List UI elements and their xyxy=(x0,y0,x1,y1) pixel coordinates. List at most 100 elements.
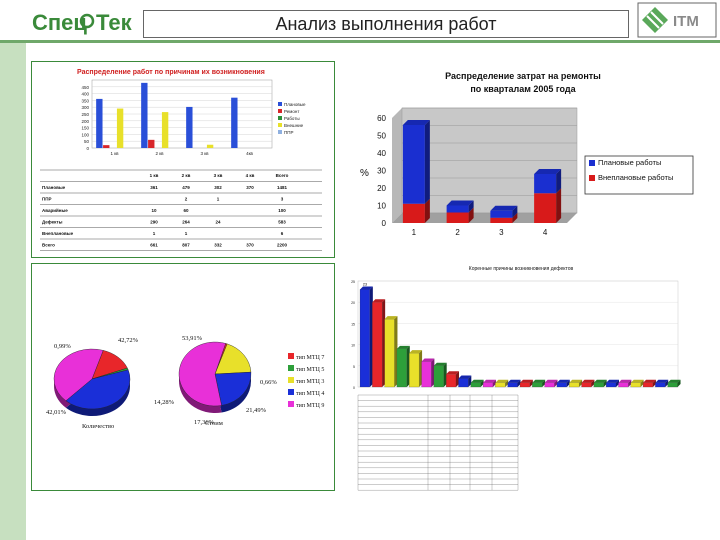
chart4-bar-front xyxy=(507,382,518,388)
chart1-legend-label: Ремонт xyxy=(284,109,299,114)
chart4-bar-side xyxy=(579,379,583,387)
itm-diamond-icon xyxy=(642,7,668,33)
chart2-y-tick-label: 50 xyxy=(377,132,386,141)
chart4-bar-front xyxy=(618,382,629,388)
chart2-floor xyxy=(392,213,577,223)
chart4-bar-front xyxy=(532,382,543,388)
chart2-legend-label: Плановые работы xyxy=(598,158,661,167)
chart4-bar-front xyxy=(606,382,617,388)
chart4-bar-top xyxy=(470,379,484,383)
chart4-bar-front xyxy=(433,365,444,388)
chart2-bar-side xyxy=(556,169,562,194)
chart2-bar-front xyxy=(446,212,469,223)
chart1-table-cell: 2200 xyxy=(277,243,288,248)
chart2-bar-side xyxy=(468,200,474,213)
chart3-legend-label: тип МТЦ 3 xyxy=(296,379,324,385)
chart1-table-cell: 100 xyxy=(278,208,286,213)
chart4-bar-side xyxy=(419,350,423,387)
chart1-y-tick-label: 0 xyxy=(86,146,89,151)
chart1-table-cell: 6 xyxy=(281,231,284,236)
chart1-table-cell: 332 xyxy=(214,243,222,248)
chart4-bar-side xyxy=(468,375,472,387)
pie-slice xyxy=(214,371,252,406)
chart1-legend-label: Плановые xyxy=(284,102,306,107)
chart1-y-tick-label: 50 xyxy=(84,139,90,144)
chart4-bar-top xyxy=(483,379,496,383)
chart4-bar-front xyxy=(642,382,654,388)
chart1-bar xyxy=(161,112,169,148)
chart1-y-tick-label: 150 xyxy=(81,126,89,131)
page-title: Анализ выполнения работ xyxy=(143,10,629,38)
chart3-pies: 14,28% 0,99% 42,01% 42,72% Количество 0,66% 17… xyxy=(46,335,277,430)
chart4-bar-side xyxy=(529,379,533,387)
chart4-bar-side xyxy=(443,362,447,387)
chart1-table-cell: 370 xyxy=(246,243,254,248)
chart4-bar-side xyxy=(480,379,484,387)
chart2-y-tick-label: 40 xyxy=(377,149,386,158)
chart1-legend-label: Работы xyxy=(284,116,300,121)
chart1-table-cell: 264 xyxy=(182,220,190,225)
chart3-legend-label: тип МТЦ 4 xyxy=(296,391,324,397)
left-decorative-strip xyxy=(0,40,26,540)
spectek-logo: Спец Тек xyxy=(30,4,140,38)
chart3-legend-swatch xyxy=(288,389,294,395)
chart3-legend: тип МТЦ 7 тип МТЦ 5 тип МТЦ 3 тип МТЦ 4 тип … xyxy=(288,353,324,409)
chart4-bar-top xyxy=(667,379,681,383)
chart1-table-header: 3 кв xyxy=(214,173,223,178)
chart4-bar-front xyxy=(359,289,370,388)
chart2-plot: 0 10 20 30 40 50 60 1 2 3 4 xyxy=(377,107,578,237)
chart4-bar-top xyxy=(384,316,398,320)
chart4-bar-front xyxy=(372,302,383,388)
chart1-bar xyxy=(231,97,238,148)
chart4-bar-side xyxy=(492,379,496,387)
chart4-bar-front xyxy=(667,382,678,388)
chart2-side-wall xyxy=(392,108,402,223)
chart1-legend-label: ППР xyxy=(284,130,293,135)
chart1-legend-swatch xyxy=(278,123,282,127)
pie-slice-label: 0,99% xyxy=(54,343,71,350)
chart1-table-cell: Дефекты xyxy=(42,219,63,225)
chart1-bar xyxy=(206,144,214,148)
chart4-bar-front xyxy=(421,361,432,388)
chart4-bar-side xyxy=(517,379,521,387)
chart4-bar-side xyxy=(554,379,558,387)
pie-slice-label: 21,49% xyxy=(246,407,267,414)
chart4-bar-side xyxy=(382,299,386,387)
chart1-table-cell: 1481 xyxy=(277,185,288,190)
pie-caption: Стоим xyxy=(205,420,223,427)
chart2-x-tick-label: 1 xyxy=(412,228,417,237)
chart1-y-tick-label: 400 xyxy=(81,92,89,97)
chart2-bar-side xyxy=(512,205,518,218)
chart4-bar-side xyxy=(406,345,410,387)
chart4-y-tick-label: 25 xyxy=(351,280,355,284)
pie-slice-label: 14,28% xyxy=(154,399,175,406)
pie-caption: Количество xyxy=(82,423,114,430)
chart4-bar-side xyxy=(505,379,509,387)
chart2-legend-swatch xyxy=(589,160,595,166)
chart1-x-ticks: 1 кв 2 кв 3 кв 4кв xyxy=(110,151,253,156)
chart1-table-cell: Плановые xyxy=(42,185,66,190)
chart1-x-tick-label: 1 кв xyxy=(110,151,119,156)
chart1-y-tick-label: 200 xyxy=(81,119,89,124)
chart4-y-tick-label: 20 xyxy=(351,301,355,305)
chart1-table-cell: 60 xyxy=(183,208,189,213)
chart1-y-tick-label: 100 xyxy=(81,132,89,137)
chart1-y-tick-label: 450 xyxy=(81,85,89,90)
chart2-x-tick-label: 3 xyxy=(499,228,504,237)
chart1-x-tick-label: 2 кв xyxy=(155,151,164,156)
chart-work-distribution-panel: Распределение работ по причинам их возни… xyxy=(31,61,335,258)
pie-slice xyxy=(65,369,131,410)
chart1-table-cell: 2 xyxy=(185,197,188,202)
chart1-table-header: 4 кв xyxy=(246,173,255,178)
chart4-bar-front xyxy=(396,348,407,388)
chart4-bar-front xyxy=(482,382,494,388)
chart2-bar-side xyxy=(556,188,562,223)
chart4-bar-top xyxy=(643,379,656,383)
chart1-table-cell: 361 xyxy=(150,185,158,190)
chart2-bar-front xyxy=(402,203,425,223)
chart2-y-tick-label: 10 xyxy=(377,202,386,211)
chart1-bar xyxy=(103,145,110,148)
chart2-bar-front xyxy=(534,174,557,194)
chart3-legend-swatch xyxy=(288,377,294,383)
chart2-y-label: % xyxy=(360,168,369,179)
